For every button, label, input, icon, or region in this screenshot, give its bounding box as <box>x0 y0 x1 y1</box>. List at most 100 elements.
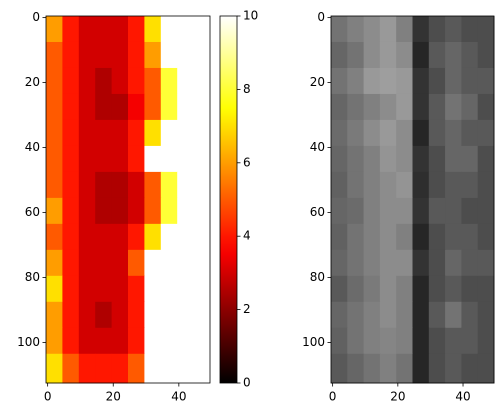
heat-cell <box>461 119 479 147</box>
heat-cell <box>363 145 381 173</box>
heat-cell <box>477 119 495 147</box>
heat-cell <box>445 197 462 225</box>
heat-cell <box>477 145 495 173</box>
heat-cell <box>177 16 195 43</box>
heat-cell <box>363 223 381 251</box>
heat-cell <box>347 223 365 251</box>
heat-cell <box>46 16 63 43</box>
heat-cell <box>111 223 129 251</box>
heat-cell <box>331 145 348 173</box>
y-tick-label: 20 <box>25 75 40 89</box>
heat-cell <box>412 249 430 277</box>
heat-cell <box>144 353 162 384</box>
heat-cell <box>477 249 495 277</box>
heat-cell <box>177 93 195 121</box>
heat-cell <box>177 197 195 225</box>
heat-cell <box>445 16 462 43</box>
heat-cell <box>379 93 397 121</box>
heat-cell <box>160 67 178 95</box>
heat-cell <box>193 119 211 147</box>
heat-cell <box>477 353 495 384</box>
heat-cell <box>46 275 63 303</box>
heat-cell <box>128 197 145 225</box>
heat-cell <box>111 16 129 43</box>
heat-cell <box>428 119 446 147</box>
heat-cell <box>95 223 113 251</box>
colorbar-tick-label: 8 <box>243 82 251 96</box>
heat-cell <box>412 197 430 225</box>
heat-cell <box>78 327 96 355</box>
heat-cell <box>412 16 430 43</box>
heat-cell <box>46 93 63 121</box>
heat-cell <box>128 223 145 251</box>
heat-cell <box>144 197 162 225</box>
heat-cell <box>95 93 113 121</box>
heat-cell <box>461 41 479 69</box>
heat-cell <box>46 197 63 225</box>
heat-cell <box>396 353 413 384</box>
heat-cell <box>379 67 397 95</box>
heat-cell <box>111 353 129 384</box>
heat-cell <box>46 327 63 355</box>
heat-cell <box>428 171 446 199</box>
heat-cell <box>412 171 430 199</box>
heat-cell <box>46 67 63 95</box>
heat-cell <box>128 353 145 384</box>
heat-cell <box>379 145 397 173</box>
heat-cell <box>331 275 348 303</box>
heat-cell <box>347 353 365 384</box>
heat-cell <box>461 275 479 303</box>
heat-cell <box>111 119 129 147</box>
heat-cell <box>331 249 348 277</box>
heat-cell <box>160 16 178 43</box>
heat-cell <box>128 67 145 95</box>
heat-cell <box>111 171 129 199</box>
heat-cell <box>193 275 211 303</box>
heat-cell <box>144 223 162 251</box>
heat-cell <box>412 145 430 173</box>
colorbar-tick-label: 2 <box>243 302 251 316</box>
x-tick-label: 0 <box>44 390 52 404</box>
heat-cell <box>95 249 113 277</box>
heat-cell <box>193 327 211 355</box>
heat-cell <box>347 327 365 355</box>
heat-cell <box>193 223 211 251</box>
heat-cell <box>177 249 195 277</box>
heat-cell <box>428 16 446 43</box>
heat-cell <box>412 353 430 384</box>
heat-cell <box>477 301 495 329</box>
heat-cell <box>62 249 80 277</box>
heat-cell <box>144 145 162 173</box>
y-tick-label: 20 <box>310 75 325 89</box>
heat-cell <box>95 353 113 384</box>
heat-cell <box>128 16 145 43</box>
heat-cell <box>347 119 365 147</box>
heat-cell <box>396 67 413 95</box>
heat-cell <box>160 145 178 173</box>
heat-cell <box>396 41 413 69</box>
heat-cell <box>347 145 365 173</box>
heat-cell <box>111 67 129 95</box>
colorbar-tick-label: 6 <box>243 155 251 169</box>
heat-cell <box>144 249 162 277</box>
heat-cell <box>331 67 348 95</box>
heat-cell <box>62 223 80 251</box>
y-tick-label: 40 <box>310 140 325 154</box>
heat-cell <box>177 171 195 199</box>
heat-cell <box>128 171 145 199</box>
heat-cell <box>95 16 113 43</box>
heat-cell <box>62 67 80 95</box>
heat-cell <box>379 327 397 355</box>
heat-cell <box>144 119 162 147</box>
heat-cell <box>62 16 80 43</box>
heat-cell <box>461 353 479 384</box>
heat-cell <box>396 301 413 329</box>
heat-cell <box>111 197 129 225</box>
heat-cell <box>331 301 348 329</box>
heat-cell <box>177 223 195 251</box>
heat-cell <box>193 145 211 173</box>
heat-cell <box>62 275 80 303</box>
heat-cell <box>379 301 397 329</box>
